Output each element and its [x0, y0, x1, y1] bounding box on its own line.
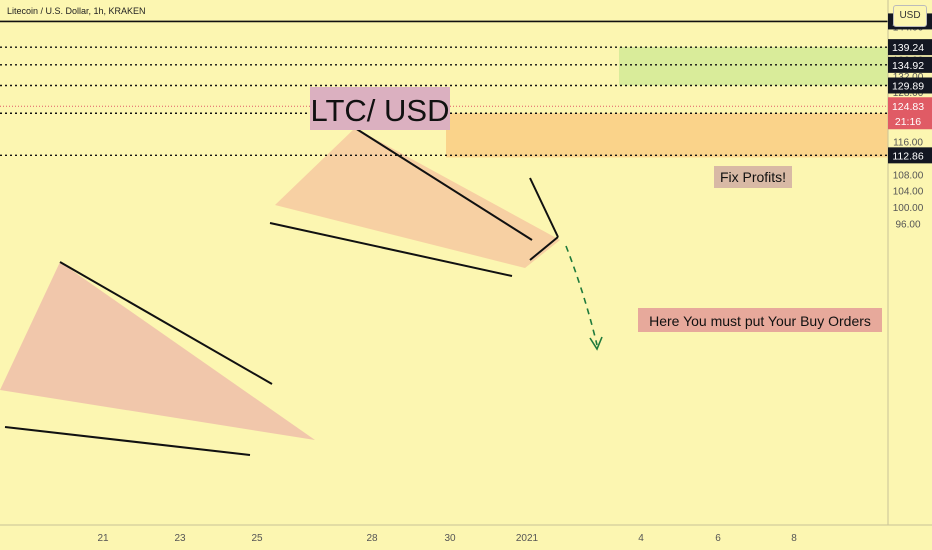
symbol-title: Litecoin / U.S. Dollar, 1h, KRAKEN: [7, 6, 146, 16]
level-badge-label: 139.24: [892, 42, 924, 54]
buy-orders-label-box: [638, 308, 882, 332]
trendline-right-upper[interactable]: [354, 127, 533, 241]
level-badge-label: 129.89: [892, 80, 924, 92]
trendline-right-lower[interactable]: [269, 222, 513, 277]
time-tick-label: 2021: [516, 533, 539, 544]
level-badge: [888, 56, 932, 73]
time-tick-label: 8: [791, 533, 797, 544]
wedge-upper[interactable]: [529, 177, 559, 238]
time-tick-label: 23: [174, 533, 186, 544]
price-tick-label: 96.00: [895, 220, 920, 231]
bar-countdown: 21:16: [895, 116, 921, 128]
level-badge: [888, 147, 932, 164]
fix-profits-label: Fix Profits!: [720, 169, 786, 185]
last-price-badge: [888, 97, 932, 130]
price-tick-label: 104.00: [893, 187, 924, 198]
trendline-left-upper[interactable]: [59, 261, 273, 385]
price-tick-label: 116.00: [893, 137, 923, 148]
level-badge: [888, 39, 932, 56]
level-badge: [888, 77, 932, 94]
time-tick-label: 30: [444, 533, 456, 544]
level-badge-label: 134.92: [892, 60, 924, 72]
time-axis[interactable]: [0, 525, 932, 550]
trendline-left-lower[interactable]: [4, 426, 251, 456]
triangle-pattern-left: [0, 262, 315, 440]
time-tick-label: 4: [638, 533, 644, 544]
title-label-box: [310, 87, 450, 130]
fix-profits-zone: [619, 47, 888, 86]
level-badge-label: 112.86: [892, 150, 923, 162]
title-label: LTC/ USD: [311, 93, 450, 128]
price-tick-label: 132.00: [893, 72, 924, 83]
time-tick-label: 21: [97, 533, 109, 544]
currency-selector[interactable]: USD: [893, 5, 927, 27]
time-tick-label: 25: [251, 533, 263, 544]
price-tick-label: 108.00: [893, 170, 924, 181]
projection-arrow: [565, 245, 598, 346]
time-tick-label: 28: [366, 533, 378, 544]
triangle-pattern-right: [275, 128, 560, 268]
fix-profits-label-box: [714, 166, 792, 188]
wedge-lower[interactable]: [529, 236, 559, 261]
buy-orders-zone: [446, 113, 888, 158]
price-tick-label: 128.00: [893, 88, 924, 99]
projection-arrowhead: [589, 336, 603, 351]
time-tick-label: 6: [715, 533, 721, 544]
price-tick-label: 100.00: [893, 203, 924, 214]
buy-orders-label: Here You must put Your Buy Orders: [649, 313, 871, 329]
last-price-label: 124.83: [892, 101, 924, 113]
